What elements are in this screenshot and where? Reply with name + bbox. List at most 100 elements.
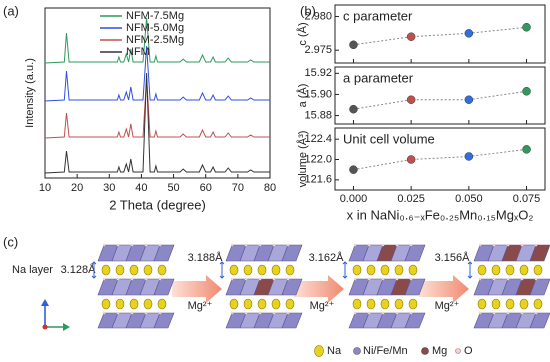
- oxygen: [367, 311, 371, 315]
- oxygen: [534, 277, 538, 281]
- na-ion: [143, 264, 153, 276]
- oxygen: [230, 243, 234, 247]
- octahedron: [529, 312, 550, 329]
- na-ion: [115, 298, 125, 310]
- oxygen: [409, 277, 413, 281]
- x-tick-label: 70: [232, 182, 244, 194]
- panel-label: (b): [300, 3, 316, 18]
- oxygen: [272, 277, 276, 281]
- na-ion: [229, 264, 239, 276]
- na-ion: [477, 264, 487, 276]
- data-point: [464, 95, 474, 104]
- oxygen: [102, 243, 106, 247]
- legend-label: Mg: [432, 345, 447, 357]
- octahedron: [281, 312, 303, 329]
- x-axis-label: 2 Theta (degree): [109, 197, 206, 212]
- oxygen: [395, 243, 399, 247]
- legend-label: NFM-2.5Mg: [126, 34, 184, 46]
- oxygen: [395, 277, 399, 281]
- y-tick-label: 121.6: [304, 174, 332, 186]
- octahedron: [529, 278, 550, 296]
- data-point: [349, 40, 358, 50]
- data-point: [522, 87, 531, 96]
- oxygen: [144, 243, 148, 247]
- legend-label: O: [464, 345, 473, 357]
- x-tick-label: 20: [71, 182, 83, 194]
- na-ion: [519, 264, 529, 276]
- oxygen: [272, 243, 276, 247]
- na-ion: [380, 264, 390, 276]
- plot-frame: [334, 4, 546, 64]
- oxygen: [367, 243, 371, 247]
- panel-label: (a): [3, 3, 19, 18]
- na-ion: [491, 298, 501, 310]
- na-ion: [101, 264, 111, 276]
- na-ion: [477, 298, 487, 310]
- na-ion: [394, 264, 404, 276]
- oxygen: [286, 311, 290, 315]
- arrow-label: Mg²⁺: [310, 300, 335, 312]
- oxygen: [272, 311, 276, 315]
- spacing-arrow: [342, 261, 348, 279]
- na-ion: [101, 298, 111, 310]
- plot-frame: [44, 7, 271, 179]
- na-ion: [257, 264, 267, 276]
- series-line: [44, 72, 270, 174]
- x-tick-label: 0.025: [397, 193, 425, 205]
- legend-label: Ni/Fe/Mn: [363, 345, 408, 357]
- x-tick-label: 80: [264, 182, 276, 194]
- oxygen: [258, 243, 262, 247]
- layer-label: Na layer: [12, 264, 53, 276]
- data-point: [522, 145, 531, 154]
- na-ion: [243, 298, 253, 310]
- oxygen: [144, 277, 148, 281]
- oxygen: [534, 311, 538, 315]
- octahedron: [153, 278, 175, 296]
- octahedron: [153, 312, 175, 329]
- na-ion: [243, 264, 253, 276]
- na-ion: [352, 264, 362, 276]
- octahedron: [404, 312, 426, 329]
- na-ion: [115, 264, 125, 276]
- na-ion: [519, 298, 529, 310]
- legend-label: NFM: [126, 46, 150, 58]
- oxygen: [506, 311, 510, 315]
- data-point: [522, 23, 531, 32]
- oxygen: [478, 311, 482, 315]
- na-ion: [505, 264, 515, 276]
- na-ion: [271, 264, 281, 276]
- na-ion: [143, 298, 153, 310]
- spacing-label: 3.128Å: [61, 263, 97, 276]
- transform-arrows: [172, 275, 469, 303]
- x-tick-label: 30: [103, 182, 115, 194]
- na-ion: [408, 264, 418, 276]
- data-point: [349, 165, 358, 174]
- spacing-label: 3.188Å: [188, 251, 224, 264]
- na-ion: [366, 264, 376, 276]
- oxygen: [381, 243, 385, 247]
- oxygen: [116, 243, 120, 247]
- spacing-arrow: [91, 261, 97, 279]
- legend-label: NFM-7.5Mg: [126, 10, 184, 22]
- oxygen: [158, 277, 162, 281]
- y-tick-label: 15.88: [304, 109, 332, 121]
- x-tick-label: 40: [135, 182, 147, 194]
- oxygen: [244, 243, 248, 247]
- data-point: [464, 29, 474, 38]
- series-line: [44, 17, 270, 64]
- trend-line: [353, 148, 527, 171]
- oxygen: [492, 277, 496, 281]
- na-ion: [129, 298, 139, 310]
- oxygen: [506, 277, 510, 281]
- data-point: [349, 104, 358, 114]
- structures: [91, 243, 550, 329]
- oxygen: [409, 243, 413, 247]
- plot-frame: [334, 66, 546, 125]
- na-ion: [505, 298, 515, 310]
- series-line: [44, 45, 270, 102]
- x-axis-label: x in NaNi₀.₆₋ₓFe₀.₂₅Mn₀.₁₅MgₓO₂: [347, 207, 534, 222]
- trend-line: [353, 26, 527, 46]
- na-ion: [380, 298, 390, 310]
- oxygen: [230, 311, 234, 315]
- panel-title: a parameter: [343, 70, 414, 85]
